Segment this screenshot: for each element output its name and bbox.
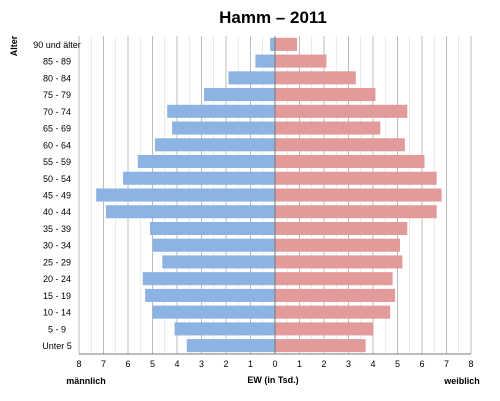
- y-tick-label: 75 - 79: [43, 90, 71, 100]
- y-tick-label: 20 - 24: [43, 274, 71, 284]
- y-axis-title: Alter: [9, 35, 19, 56]
- x-tick-label: 2: [321, 359, 326, 369]
- x-tick-label: 4: [370, 359, 375, 369]
- bar-female: [275, 272, 393, 286]
- bar-male: [255, 54, 275, 68]
- bar-female: [275, 305, 391, 319]
- bar-male: [174, 322, 275, 336]
- bar-male: [142, 272, 275, 286]
- x-tick-label: 2: [223, 359, 228, 369]
- bar-female: [275, 188, 442, 202]
- x-tick-labels: 8 7 6 5 4 3 2 1 0 1 2 3 4 5 6 7 8: [76, 359, 473, 369]
- x-tick-label: 6: [419, 359, 424, 369]
- x-tick-label: 6: [125, 359, 130, 369]
- bar-female: [275, 138, 405, 152]
- y-tick-label: 25 - 29: [43, 257, 71, 267]
- y-tick-label: 45 - 49: [43, 191, 71, 201]
- x-axis-title: EW (in Tsd.): [247, 375, 298, 385]
- bar-male: [154, 138, 275, 152]
- bar-male: [162, 255, 275, 269]
- x-tick-label: 8: [76, 359, 81, 369]
- bar-male: [150, 221, 275, 236]
- bar-female: [275, 71, 356, 85]
- bars: [96, 37, 442, 353]
- x-tick-label: 7: [101, 359, 106, 369]
- bar-male: [145, 288, 275, 302]
- y-tick-label: 60 - 64: [43, 140, 71, 150]
- bar-male: [137, 154, 275, 169]
- axes: [79, 36, 471, 355]
- y-tick-label: 90 und älter: [33, 40, 81, 50]
- bar-female: [275, 54, 327, 68]
- bar-female: [275, 121, 381, 135]
- bar-female: [275, 255, 403, 269]
- x-tick-label: 3: [199, 359, 204, 369]
- y-tick-label: 30 - 34: [43, 241, 71, 251]
- bar-female: [275, 288, 396, 302]
- bar-female: [275, 37, 298, 51]
- bar-male: [203, 88, 275, 102]
- chart-title: Hamm – 2011: [219, 8, 327, 27]
- x-tick-label: 8: [468, 359, 473, 369]
- y-tick-label: 55 - 59: [43, 157, 71, 167]
- x-tick-label: 5: [150, 359, 155, 369]
- y-tick-label: 65 - 69: [43, 124, 71, 134]
- bar-male: [167, 104, 275, 118]
- y-tick-label: Unter 5: [42, 341, 72, 351]
- bar-male: [228, 71, 275, 85]
- bar-female: [275, 238, 400, 252]
- y-tick-label: 5 - 9: [48, 324, 66, 334]
- x-tick-label: 4: [174, 359, 179, 369]
- bar-male: [270, 37, 275, 51]
- bar-female: [275, 171, 437, 185]
- bar-female: [275, 322, 373, 336]
- y-tick-label: 50 - 54: [43, 174, 71, 184]
- bar-female: [275, 88, 376, 102]
- x-tick-label: 1: [297, 359, 302, 369]
- bar-female: [275, 154, 425, 169]
- female-label: weiblich: [443, 376, 480, 386]
- x-tick-label: 3: [346, 359, 351, 369]
- x-tick-label: 1: [248, 359, 253, 369]
- bar-female: [275, 221, 408, 236]
- bar-male: [96, 188, 276, 202]
- x-tick-label: 0: [272, 359, 277, 369]
- x-tick-label: 7: [444, 359, 449, 369]
- male-label: männlich: [66, 376, 106, 386]
- bar-male: [152, 305, 275, 319]
- y-tick-label: 35 - 39: [43, 224, 71, 234]
- bar-male: [105, 205, 275, 219]
- x-tick-label: 5: [395, 359, 400, 369]
- bar-male: [172, 121, 275, 135]
- bar-male: [152, 238, 275, 252]
- y-tick-label: 40 - 44: [43, 207, 71, 217]
- y-tick-label: 70 - 74: [43, 107, 71, 117]
- y-tick-label: 10 - 14: [43, 308, 71, 318]
- y-tick-labels: Unter 5 5 - 9 10 - 14 15 - 19 20 - 24 25 - 29…: [33, 40, 81, 351]
- y-tick-label: 15 - 19: [43, 291, 71, 301]
- bar-female: [275, 339, 366, 353]
- bar-male: [186, 339, 275, 353]
- bar-female: [275, 205, 437, 219]
- y-tick-label: 80 - 84: [43, 73, 71, 83]
- bar-male: [123, 171, 275, 185]
- bar-female: [275, 104, 408, 118]
- y-tick-label: 85 - 89: [43, 57, 71, 67]
